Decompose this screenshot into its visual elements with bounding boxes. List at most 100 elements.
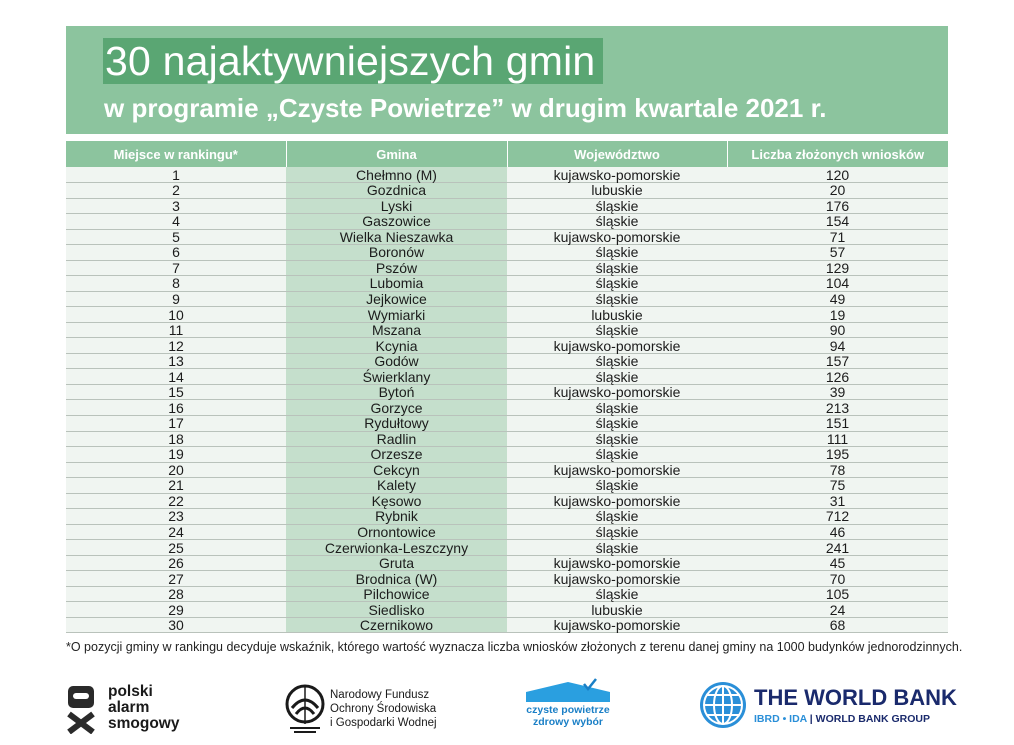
ranking-table: Miejsce w rankingu* Gmina Województwo Li… [66, 141, 948, 634]
page-subtitle: w programie „Czyste Powietrze” w drugim … [104, 93, 827, 123]
cell-applications: 241 [727, 539, 948, 556]
cell-rank: 6 [66, 244, 286, 261]
world-bank-name: THE WORLD BANK [754, 685, 957, 710]
cell-rank: 12 [66, 337, 286, 354]
cell-applications: 70 [727, 570, 948, 587]
psa-line-2: alarm [108, 699, 150, 716]
table-row: 2 Gozdnica lubuskie 20 [66, 182, 948, 199]
cell-gmina: Gaszowice [286, 213, 507, 230]
cell-rank: 4 [66, 213, 286, 230]
table-row: 13 Godów śląskie 157 [66, 353, 948, 370]
nfosigw-line-1: Narodowy Fundusz [330, 689, 430, 701]
cell-gmina: Kęsowo [286, 493, 507, 510]
cell-gmina: Wymiarki [286, 306, 507, 323]
cell-gmina: Boronów [286, 244, 507, 261]
cell-gmina: Chełmno (M) [286, 167, 507, 184]
cell-gmina: Gozdnica [286, 182, 507, 199]
table-row: 29 Siedlisko lubuskie 24 [66, 601, 948, 618]
cell-voivodeship: śląskie [507, 213, 727, 230]
cell-rank: 8 [66, 275, 286, 292]
cell-voivodeship: śląskie [507, 431, 727, 448]
cell-applications: 712 [727, 508, 948, 525]
cell-gmina: Pilchowice [286, 586, 507, 603]
cell-applications: 68 [727, 617, 948, 634]
cell-voivodeship: kujawsko-pomorskie [507, 555, 727, 572]
table-row: 15 Bytoń kujawsko-pomorskie 39 [66, 384, 948, 401]
cell-rank: 25 [66, 539, 286, 556]
cell-voivodeship: śląskie [507, 508, 727, 525]
cell-rank: 29 [66, 601, 286, 618]
cell-applications: 24 [727, 601, 948, 618]
cell-gmina: Czerwionka-Leszczyny [286, 539, 507, 556]
table-row: 5 Wielka Nieszawka kujawsko-pomorskie 71 [66, 229, 948, 246]
cell-gmina: Gorzyce [286, 399, 507, 416]
table-row: 18 Radlin śląskie 111 [66, 431, 948, 448]
nfosigw-line-3: i Gospodarki Wodnej [330, 717, 437, 729]
cell-voivodeship: kujawsko-pomorskie [507, 167, 727, 184]
cell-rank: 22 [66, 493, 286, 510]
world-bank-separator: | [809, 713, 813, 725]
cell-rank: 17 [66, 415, 286, 432]
cell-voivodeship: kujawsko-pomorskie [507, 493, 727, 510]
cell-voivodeship: lubuskie [507, 601, 727, 618]
cell-gmina: Godów [286, 353, 507, 370]
globe-icon [700, 682, 746, 728]
cell-applications: 71 [727, 229, 948, 246]
cp-line-1: czyste powietrze [526, 704, 610, 716]
cell-voivodeship: lubuskie [507, 182, 727, 199]
table-row: 23 Rybnik śląskie 712 [66, 508, 948, 525]
cell-gmina: Wielka Nieszawka [286, 229, 507, 246]
table-row: 20 Cekcyn kujawsko-pomorskie 78 [66, 462, 948, 479]
cell-gmina: Mszana [286, 322, 507, 339]
column-header-voivodeship: Województwo [507, 141, 728, 167]
table-row: 26 Gruta kujawsko-pomorskie 45 [66, 555, 948, 572]
cell-gmina: Pszów [286, 260, 507, 277]
cell-applications: 49 [727, 291, 948, 308]
cell-applications: 78 [727, 462, 948, 479]
cell-applications: 129 [727, 260, 948, 277]
cell-applications: 75 [727, 477, 948, 494]
page-title: 30 najaktywniejszych gmin [103, 38, 604, 84]
cell-voivodeship: kujawsko-pomorskie [507, 229, 727, 246]
table-row: 17 Rydułtowy śląskie 151 [66, 415, 948, 432]
footnote: *O pozycji gminy w rankingu decyduje wsk… [66, 640, 963, 654]
cell-rank: 15 [66, 384, 286, 401]
column-header-applications: Liczba złożonych wniosków [727, 141, 948, 167]
table-row: 14 Świerklany śląskie 126 [66, 368, 948, 385]
cell-gmina: Czernikowo [286, 617, 507, 634]
cell-applications: 19 [727, 306, 948, 323]
nfosigw-line-2: Ochrony Środowiska [330, 703, 437, 715]
table-row: 10 Wymiarki lubuskie 19 [66, 306, 948, 323]
table-row: 3 Lyski śląskie 176 [66, 198, 948, 215]
table-row: 25 Czerwionka-Leszczyny śląskie 241 [66, 539, 948, 556]
cell-voivodeship: lubuskie [507, 306, 727, 323]
table-row: 6 Boronów śląskie 57 [66, 244, 948, 261]
cell-gmina: Kalety [286, 477, 507, 494]
cell-applications: 120 [727, 167, 948, 184]
cell-applications: 126 [727, 368, 948, 385]
table-row: 9 Jejkowice śląskie 49 [66, 291, 948, 308]
cell-rank: 3 [66, 198, 286, 215]
table-row: 8 Lubomia śląskie 104 [66, 275, 948, 292]
cell-voivodeship: śląskie [507, 399, 727, 416]
cell-rank: 16 [66, 399, 286, 416]
cell-rank: 7 [66, 260, 286, 277]
nfosigw-logo-icon [285, 684, 325, 733]
cell-voivodeship: śląskie [507, 244, 727, 261]
cell-applications: 111 [727, 431, 948, 448]
cell-voivodeship: śląskie [507, 477, 727, 494]
cell-voivodeship: śląskie [507, 586, 727, 603]
table-row: 11 Mszana śląskie 90 [66, 322, 948, 339]
cell-gmina: Lyski [286, 198, 507, 215]
cell-rank: 20 [66, 462, 286, 479]
cell-applications: 195 [727, 446, 948, 463]
cell-rank: 11 [66, 322, 286, 339]
cell-rank: 28 [66, 586, 286, 603]
table-row: 16 Gorzyce śląskie 213 [66, 399, 948, 416]
table-row: 12 Kcynia kujawsko-pomorskie 94 [66, 337, 948, 354]
cell-gmina: Brodnica (W) [286, 570, 507, 587]
cell-voivodeship: kujawsko-pomorskie [507, 384, 727, 401]
cell-voivodeship: kujawsko-pomorskie [507, 462, 727, 479]
cell-voivodeship: śląskie [507, 291, 727, 308]
table-row: 30 Czernikowo kujawsko-pomorskie 68 [66, 617, 948, 634]
